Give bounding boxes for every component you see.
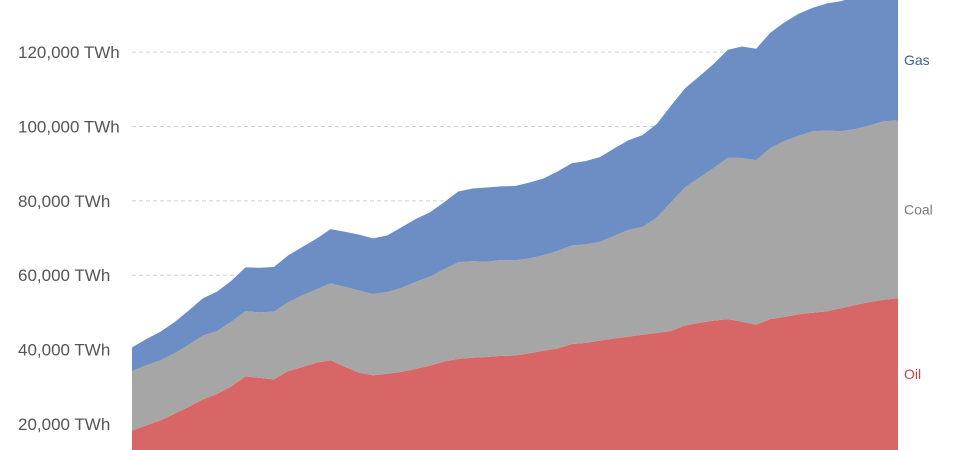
series-label-gas: Gas <box>904 52 930 68</box>
y-tick-label: 80,000 TWh <box>18 192 110 211</box>
y-tick-label: 20,000 TWh <box>18 415 110 434</box>
area-gas <box>132 0 898 372</box>
y-tick-label: 60,000 TWh <box>18 266 110 285</box>
area-coal <box>132 120 898 431</box>
y-tick-label: 120,000 TWh <box>18 43 120 62</box>
y-tick-label: 100,000 TWh <box>18 117 120 136</box>
y-axis-tick-labels: 20,000 TWh 40,000 TWh 60,000 TWh 80,000 TWh… <box>18 43 120 434</box>
area-oil <box>132 298 898 450</box>
series-end-labels: Oil Coal Gas <box>904 52 933 382</box>
series-label-coal: Coal <box>904 201 933 217</box>
area-series <box>132 0 898 450</box>
y-tick-label: 40,000 TWh <box>18 341 110 360</box>
series-label-oil: Oil <box>904 366 921 382</box>
